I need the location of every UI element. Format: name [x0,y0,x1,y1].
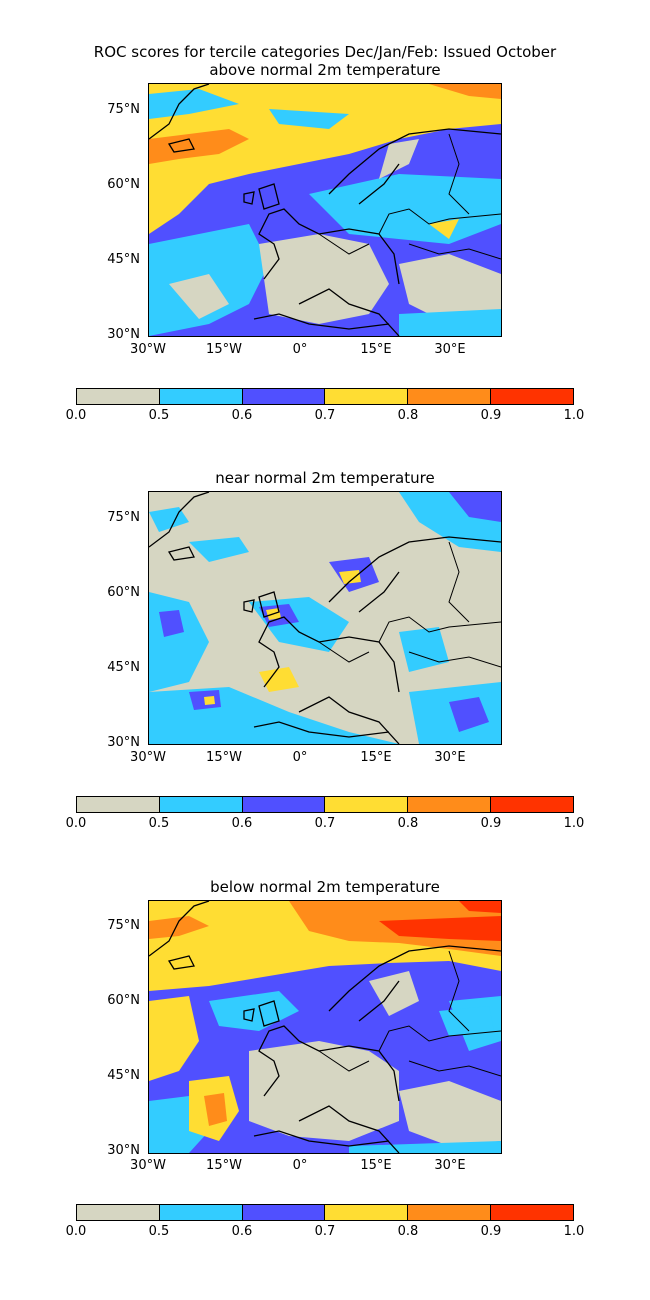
lat-label-45: 45°N [107,660,140,675]
colorbar-3-label-5: 0.9 [480,1224,502,1239]
colorbar-1 [76,388,574,405]
colorbar-2-seg-0 [77,797,160,812]
lat-label-60: 60°N [107,585,140,600]
colorbar-2-label-4: 0.8 [397,816,419,831]
lon-label-0: 0° [292,1158,308,1173]
colorbar-1-label-0: 0.0 [65,408,87,423]
colorbar-3-label-6: 1.0 [563,1224,585,1239]
map-panel-below [148,900,502,1154]
colorbar-1-label-1: 0.5 [148,408,170,423]
colorbar-1-seg-3 [325,389,409,404]
panel-2-subtitle: near normal 2m temperature [215,469,435,487]
colorbar-2-label-0: 0.0 [65,816,87,831]
colorbar-3-seg-2 [242,1205,326,1220]
figure-title: ROC scores for tercile categories Dec/Ja… [93,43,557,61]
lat-label-60: 60°N [107,993,140,1008]
colorbar-2-label-5: 0.9 [480,816,502,831]
colorbar-1-label-6: 1.0 [563,408,585,423]
colorbar-2-label-2: 0.6 [231,816,253,831]
colorbar-3-seg-1 [159,1205,243,1220]
colorbar-3-seg-0 [77,1205,160,1220]
lon-label-15e: 15°E [360,1158,392,1173]
lon-label-30w: 30°W [130,342,166,357]
colorbar-2-label-3: 0.7 [314,816,336,831]
map-near-svg [149,492,501,744]
colorbar-3-seg-5 [491,1205,573,1220]
lon-label-0: 0° [292,750,308,765]
map-below-svg [149,901,501,1153]
colorbar-1-seg-2 [242,389,326,404]
lon-label-15e: 15°E [360,750,392,765]
panel-3-subtitle: below normal 2m temperature [210,878,440,896]
lat-label-60: 60°N [107,177,140,192]
colorbar-1-seg-4 [408,389,492,404]
map-panel-near [148,491,502,745]
lat-label-45: 45°N [107,252,140,267]
lat-label-75: 75°N [107,102,140,117]
panel-1-subtitle: above normal 2m temperature [209,61,441,79]
lon-label-0: 0° [292,342,308,357]
lon-label-15w: 15°W [206,750,242,765]
map-above-svg [149,84,501,336]
colorbar-2-label-1: 0.5 [148,816,170,831]
lon-label-15w: 15°W [206,1158,242,1173]
colorbar-2 [76,796,574,813]
colorbar-2-seg-5 [491,797,573,812]
colorbar-2-seg-3 [325,797,409,812]
colorbar-3-seg-4 [408,1205,492,1220]
colorbar-3 [76,1204,574,1221]
colorbar-1-label-2: 0.6 [231,408,253,423]
colorbar-3-label-2: 0.6 [231,1224,253,1239]
colorbar-2-seg-2 [242,797,326,812]
colorbar-2-label-6: 1.0 [563,816,585,831]
colorbar-1-seg-1 [159,389,243,404]
lat-label-45: 45°N [107,1068,140,1083]
colorbar-1-label-3: 0.7 [314,408,336,423]
lat-label-30: 30°N [107,327,140,342]
colorbar-2-seg-4 [408,797,492,812]
lon-label-30w: 30°W [130,750,166,765]
lat-label-30: 30°N [107,735,140,750]
lat-label-75: 75°N [107,510,140,525]
lon-label-30e: 30°E [434,1158,466,1173]
colorbar-3-label-3: 0.7 [314,1224,336,1239]
colorbar-2-seg-1 [159,797,243,812]
colorbar-1-label-5: 0.9 [480,408,502,423]
colorbar-1-seg-5 [491,389,573,404]
lon-label-30e: 30°E [434,342,466,357]
colorbar-1-seg-0 [77,389,160,404]
lon-label-30e: 30°E [434,750,466,765]
lon-label-15w: 15°W [206,342,242,357]
lon-label-30w: 30°W [130,1158,166,1173]
colorbar-3-label-1: 0.5 [148,1224,170,1239]
colorbar-3-label-4: 0.8 [397,1224,419,1239]
lat-label-75: 75°N [107,918,140,933]
colorbar-3-seg-3 [325,1205,409,1220]
lon-label-15e: 15°E [360,342,392,357]
lat-label-30: 30°N [107,1143,140,1158]
colorbar-3-label-0: 0.0 [65,1224,87,1239]
colorbar-1-label-4: 0.8 [397,408,419,423]
map-panel-above [148,83,502,337]
